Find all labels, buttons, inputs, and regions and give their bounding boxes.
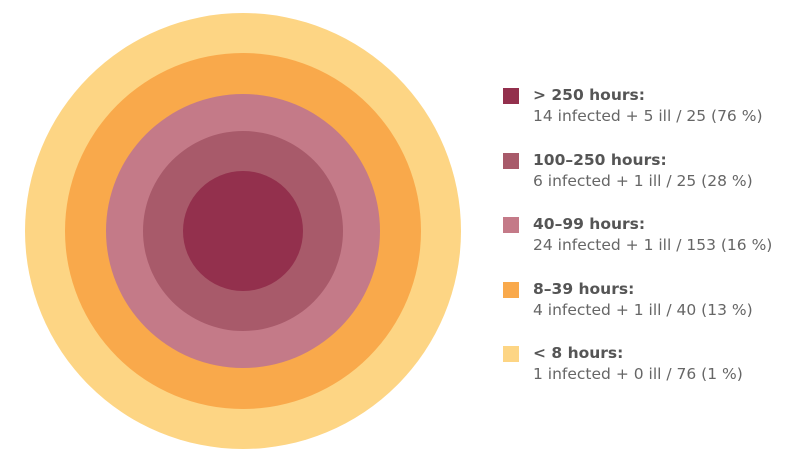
legend-label: 40–99 hours: (533, 215, 646, 233)
legend-label: < 8 hours: (533, 344, 624, 362)
legend-swatch (503, 281, 519, 298)
ring-0 (183, 171, 303, 291)
legend-label: 100–250 hours: (533, 150, 667, 169)
legend-swatch (503, 152, 519, 169)
legend-swatch (503, 217, 519, 233)
legend-detail: 1 infected + 0 ill / 76 (1 %) (533, 365, 743, 383)
legend-detail: 24 infected + 1 ill / 153 (16 %) (533, 236, 773, 254)
legend-label: > 250 hours: (533, 86, 645, 104)
legend-detail: 4 infected + 1 ill / 40 (13 %) (533, 300, 753, 319)
legend-swatch (503, 88, 519, 104)
legend-label: 8–39 hours: (533, 279, 635, 298)
legend-detail: 14 infected + 5 ill / 25 (76 %) (533, 107, 763, 125)
legend-swatch (503, 346, 519, 362)
legend-detail: 6 infected + 1 ill / 25 (28 %) (533, 171, 753, 190)
